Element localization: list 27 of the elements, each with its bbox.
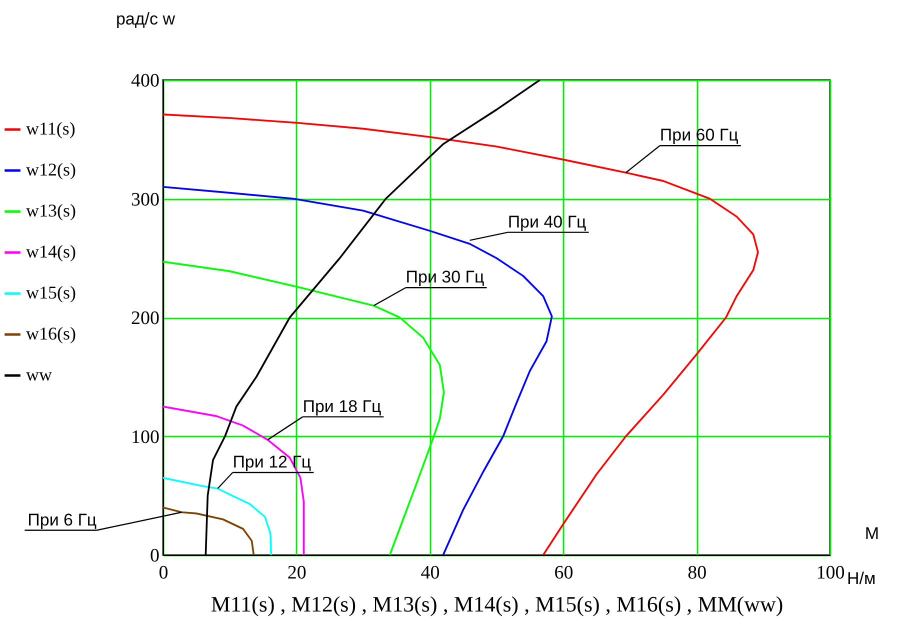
legend-label: w15(s) [26, 282, 76, 302]
y-tick-label: 0 [150, 546, 160, 566]
annotation: При 18 Гц [302, 396, 382, 416]
annotation: При 6 Гц [28, 510, 97, 530]
x-axis-title: M11(s) , M12(s) , M13(s) , M14(s) , M15(s) , M16(s) , MM(ww) [210, 592, 784, 616]
y-tick-label: 300 [131, 189, 160, 210]
x-tick-label: 60 [554, 562, 574, 584]
legend-label: w13(s) [26, 200, 76, 220]
x-tick-label: 40 [420, 562, 440, 584]
y-tick-label: 100 [131, 426, 160, 448]
legend-label: w16(s) [26, 324, 76, 344]
text: M [864, 524, 880, 543]
legend-label: w12(s) [26, 160, 76, 180]
line-series [163, 476, 272, 555]
x-tick-label: 100 [816, 562, 845, 584]
legend-label: w14(s) [26, 242, 76, 262]
y-tick-label: 400 [131, 70, 160, 92]
x-tick-label: 80 [688, 562, 707, 584]
x-tick-label: 20 [287, 562, 306, 584]
legend-label: w11(s) [26, 118, 76, 138]
line-series [163, 114, 759, 555]
line-series [163, 506, 255, 555]
legend-label: ww [26, 364, 52, 384]
annotation: При 40 Гц [508, 212, 587, 232]
y-tick-label: 200 [131, 308, 160, 329]
y-axis-title: рад/с w [116, 10, 176, 28]
text: Н/м [847, 569, 876, 588]
